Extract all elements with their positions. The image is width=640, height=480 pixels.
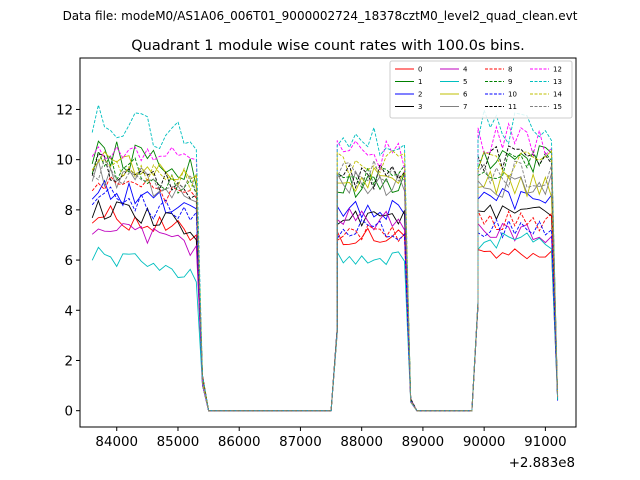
y-tick-label: 10 (56, 154, 73, 169)
series-line-10 (91, 186, 559, 412)
y-tick-label: 12 (56, 103, 73, 118)
plot-area (91, 104, 559, 412)
legend-label-1: 1 (418, 78, 422, 86)
y-tick-label: 8 (64, 204, 73, 219)
legend-label-0: 0 (418, 66, 422, 74)
x-tick-label: 88000 (340, 435, 383, 450)
series-line-15 (91, 157, 559, 412)
series-line-12 (91, 122, 559, 412)
legend-box (389, 60, 573, 119)
y-tick-label: 6 (64, 254, 73, 269)
x-axis: 84000 85000 86000 87000 88000 89000 90000 91000 (95, 427, 567, 450)
y-tick-label: 0 (64, 405, 73, 420)
axes-frame (79, 57, 577, 428)
series-line-8 (91, 175, 559, 412)
legend-label-15: 15 (553, 103, 562, 111)
series-line-14 (91, 149, 559, 412)
series-line-5 (91, 232, 559, 412)
x-tick-label: 84000 (95, 435, 138, 450)
y-axis: 0 2 4 6 8 10 12 (56, 103, 80, 420)
series-line-2 (91, 179, 559, 412)
x-offset-label: +2.883e8 (509, 456, 575, 471)
legend-label-7: 7 (463, 103, 467, 111)
legend-label-3: 3 (418, 103, 422, 111)
series-line-1 (91, 140, 559, 412)
x-tick-label: 86000 (218, 435, 261, 450)
x-tick-label: 89000 (402, 435, 445, 450)
y-tick-label: 4 (64, 304, 73, 319)
x-tick-label: 85000 (157, 435, 200, 450)
legend-label-12: 12 (553, 66, 562, 74)
legend-label-9: 9 (508, 78, 512, 86)
x-tick-label: 91000 (524, 435, 567, 450)
legend-label-13: 13 (553, 78, 562, 86)
legend-label-2: 2 (418, 91, 422, 99)
legend-label-6: 6 (463, 91, 468, 99)
x-tick-label: 90000 (463, 435, 506, 450)
legend-label-10: 10 (508, 91, 517, 99)
chart-suptitle: Data file: modeM0/AS1A06_006T01_90000027… (63, 9, 578, 23)
x-tick-label: 87000 (279, 435, 322, 450)
series-line-11 (91, 145, 559, 412)
legend-label-4: 4 (463, 66, 468, 74)
legend-label-8: 8 (508, 66, 512, 74)
legend-label-5: 5 (463, 78, 467, 86)
legend-label-14: 14 (553, 91, 562, 99)
series-line-0 (91, 204, 559, 412)
y-tick-label: 2 (64, 354, 73, 369)
chart-title: Quadrant 1 module wise count rates with … (131, 38, 525, 54)
series-line-3 (91, 199, 559, 412)
series-line-4 (91, 207, 559, 412)
legend-label-11: 11 (508, 103, 517, 111)
